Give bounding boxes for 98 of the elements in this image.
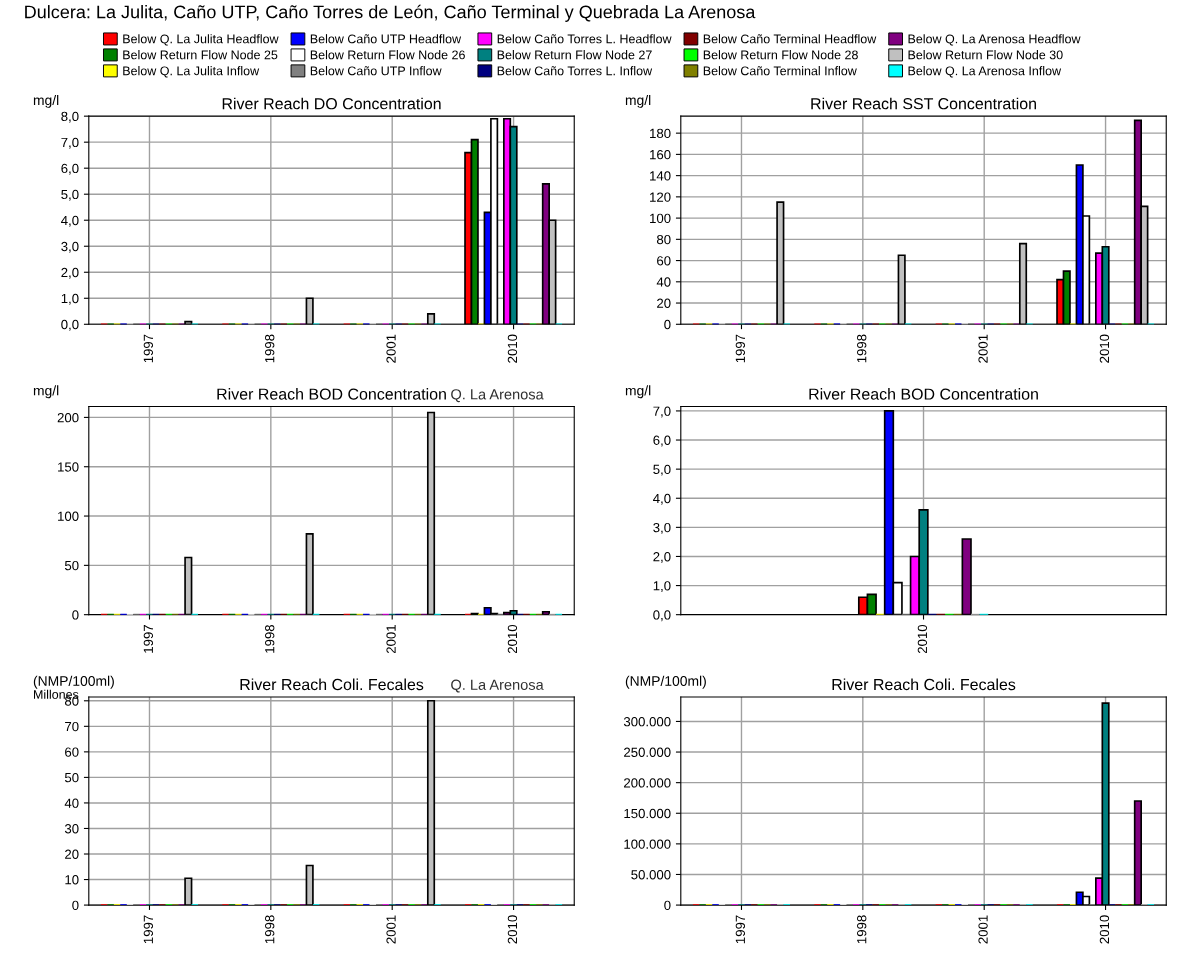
legend-label: Below Caño Torres L. Inflow [497, 66, 653, 76]
x-tick-label: 2001 [386, 334, 396, 363]
y-tick-label: 5,0 [653, 464, 671, 476]
y-tick-label: 2,0 [653, 552, 671, 563]
y-tick-label: 40 [64, 798, 79, 808]
legend-label: Below Caño UTP Inflow [310, 66, 442, 76]
y-tick-label: 140 [650, 171, 671, 181]
legend-label: Below Q. La Julita Inflow [123, 66, 260, 78]
chart-title: River Reach DO Concentration [222, 97, 441, 110]
y-tick-label: 6,0 [61, 163, 79, 175]
y-tick-label: 0,0 [61, 319, 79, 331]
chart-subtitle: Q. La Arenosa [451, 389, 544, 403]
y-tick-label: 200.000 [624, 778, 671, 788]
y-tick-label: 0,0 [653, 610, 671, 622]
y-axis-title: mg/l [33, 385, 59, 399]
y-tick-label: 2,0 [61, 267, 79, 279]
y-tick-label: 3,0 [653, 522, 671, 534]
chart-title: River Reach Coli. Fecales [240, 678, 424, 691]
legend-label: Below Return Flow Node 28 [703, 50, 858, 60]
x-tick-label: 1998 [265, 334, 275, 363]
chart-title: River Reach SST Concentration [811, 97, 1036, 110]
legend-label: Below Q. La Julita Headflow [123, 34, 279, 46]
legend-label: Below Caño UTP Headflow [310, 34, 462, 44]
y-tick-label: 50 [64, 560, 79, 571]
y-tick-label: 60 [657, 256, 671, 266]
legend-label: Below Return Flow Node 25 [123, 50, 278, 60]
y-tick-label: 4,0 [61, 215, 79, 227]
x-tick-label: 1998 [857, 915, 867, 944]
x-tick-label: 2010 [507, 624, 518, 654]
x-tick-label: 1998 [857, 334, 867, 363]
y-tick-label: 80 [656, 234, 671, 245]
y-tick-label: 1,0 [653, 581, 671, 593]
y-tick-label: 70 [65, 721, 79, 732]
x-tick-label: 1997 [735, 915, 746, 944]
y-tick-label: 300.000 [623, 717, 671, 727]
y-tick-label: 3,0 [61, 241, 79, 253]
y-axis-title: mg/l [625, 385, 651, 399]
legend-label: Below Return Flow Node 27 [497, 50, 652, 60]
y-tick-label: 50 [64, 772, 79, 783]
y-tick-label: 150 [58, 462, 79, 472]
x-tick-label: 2010 [1099, 334, 1110, 363]
legend-label: Below Q. La Arenosa Inflow [908, 66, 1062, 78]
y-tick-label: 0 [72, 610, 79, 620]
chart-title: River Reach BOD Concentration [217, 388, 446, 400]
y-tick-label: 100 [58, 511, 79, 521]
y-tick-label: 100 [650, 213, 671, 224]
y-tick-label: 20 [657, 298, 671, 308]
y-tick-label: 40 [656, 277, 671, 287]
y-axis-title: mg/l [33, 94, 59, 108]
y-tick-label: 6,0 [653, 435, 671, 447]
y-tick-label: 7,0 [653, 406, 671, 418]
y-tick-label: 60 [65, 747, 79, 757]
y-tick-label: 0 [72, 900, 79, 910]
legend-label: Below Caño Terminal Inflow [703, 66, 857, 76]
x-tick-label: 1997 [143, 334, 154, 363]
x-tick-label: 2001 [978, 915, 988, 944]
y-tick-label: 200 [57, 412, 79, 423]
y-tick-label: 120 [650, 192, 671, 202]
y-tick-label: 7,0 [61, 137, 79, 149]
legend-label: Below Return Flow Node 26 [310, 50, 465, 60]
y-tick-label: 30 [64, 824, 79, 834]
x-tick-label: 1997 [143, 915, 154, 944]
y-tick-label: 50.000 [631, 870, 671, 880]
x-tick-label: 2010 [917, 624, 928, 654]
x-tick-label: 1997 [143, 625, 154, 653]
text: Dulcera: La Julita, Caño UTP, Caño Torres de León, Caño Terminal y Quebrada La Arenosa [25, 4, 756, 22]
y-tick-label: 100.000 [624, 839, 671, 849]
y-tick-label: 0 [664, 319, 671, 330]
y-tick-label: 4,0 [653, 493, 671, 505]
y-tick-label: 8,0 [61, 111, 79, 123]
x-tick-label: 2010 [507, 334, 518, 363]
x-tick-label: 2001 [978, 334, 988, 363]
y-tick-label: 250.000 [624, 747, 671, 757]
x-tick-label: 2010 [507, 915, 518, 944]
legend-label: Below Caño Torres L. Headflow [497, 34, 672, 44]
y-axis-title: mg/l [625, 94, 651, 108]
x-tick-label: 1998 [265, 624, 275, 653]
chart-title: River Reach BOD Concentration [809, 388, 1038, 400]
y-tick-label: 20 [65, 849, 79, 859]
y-tick-label: 1,0 [61, 293, 79, 305]
legend-label: Below Return Flow Node 30 [908, 50, 1063, 60]
y-tick-label: 10 [65, 875, 79, 885]
legend-label: Below Q. La Arenosa Headflow [908, 34, 1081, 46]
y-tick-label: 5,0 [61, 189, 79, 201]
y-tick-label: 180 [650, 128, 671, 139]
y-tick-label: 160 [650, 149, 671, 160]
x-tick-label: 1997 [735, 334, 746, 363]
x-tick-label: 1998 [265, 915, 275, 944]
x-tick-label: 2001 [386, 625, 396, 654]
y-tick-label: 150.000 [624, 808, 671, 819]
chart-subtitle: Q. La Arenosa [451, 679, 544, 693]
y-axis-title: (NMP/100ml) [625, 675, 706, 689]
x-tick-label: 2010 [1099, 915, 1110, 944]
x-tick-label: 2001 [386, 915, 396, 944]
y-tick-label: 0 [664, 900, 671, 910]
chart-title: River Reach Coli. Fecales [832, 678, 1016, 691]
y-axis-title: (NMP/100ml) [33, 675, 114, 689]
legend-label: Below Caño Terminal Headflow [703, 34, 877, 44]
